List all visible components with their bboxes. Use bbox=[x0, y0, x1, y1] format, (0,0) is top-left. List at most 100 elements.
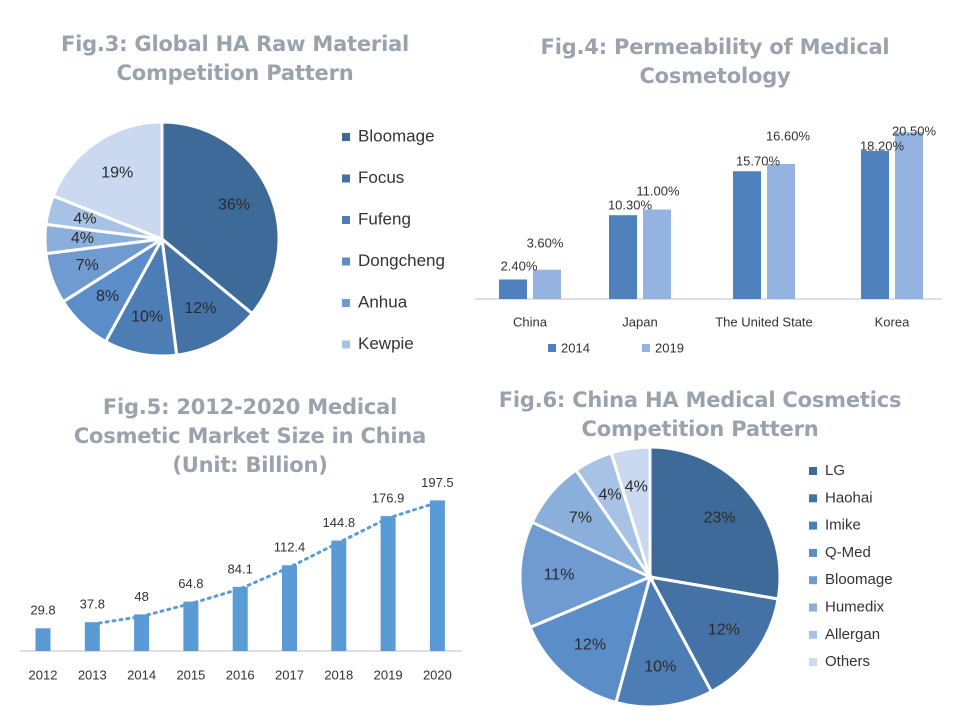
fig3-slice-label-6: 4% bbox=[73, 210, 96, 227]
fig6-legend-swatch-0 bbox=[809, 467, 817, 475]
fig3-slice-7 bbox=[51, 120, 164, 242]
fig5-data-label-4: 84.1 bbox=[228, 561, 253, 576]
fig5-bar-3 bbox=[183, 601, 199, 651]
fig5-title-line1: Fig.5: 2012-2020 Medical bbox=[102, 395, 398, 419]
fig5-data-label-1: 37.8 bbox=[80, 597, 105, 612]
fig6-slice-label-1: 12% bbox=[708, 621, 740, 638]
fig3-legend-label-3: Dongcheng bbox=[358, 251, 445, 270]
fig5-data-label-6: 144.8 bbox=[323, 515, 356, 530]
fig5-data-label-5: 112.4 bbox=[274, 540, 306, 555]
fig5-bar-7 bbox=[380, 516, 396, 651]
fig3-slice-label-2: 10% bbox=[131, 308, 163, 325]
fig5-x-tick-6: 2018 bbox=[324, 667, 353, 682]
fig3-slice-label-4: 7% bbox=[76, 257, 99, 274]
fig3-slice-label-1: 12% bbox=[184, 300, 216, 317]
fig5-title-line3: (Unit: Billion) bbox=[172, 453, 328, 477]
fig6-slice-label-7: 4% bbox=[625, 478, 648, 495]
fig6-legend-label-7: Others bbox=[825, 653, 870, 670]
fig3-legend-label-2: Fufeng bbox=[358, 209, 411, 228]
fig6-slice-label-3: 12% bbox=[574, 637, 606, 654]
fig5-bar-0 bbox=[35, 628, 51, 651]
fig6-slice-3 bbox=[528, 574, 653, 705]
fig6-legend-swatch-7 bbox=[809, 658, 817, 667]
fig6-legend-swatch-6 bbox=[809, 630, 817, 639]
fig6-legend-label-2: Imike bbox=[825, 517, 861, 534]
fig6-legend-label-4: Bloomage bbox=[825, 571, 893, 588]
fig4-bar-2019-2 bbox=[767, 163, 795, 299]
fig3-title-line1: Fig.3: Global HA Raw Material bbox=[60, 32, 410, 56]
fig5-title: Fig.5: 2012-2020 Medical Cosmetic Market… bbox=[40, 393, 460, 480]
fig6-legend-swatch-2 bbox=[809, 521, 817, 530]
fig6-slice-label-0: 23% bbox=[704, 510, 736, 527]
fig5-x-tick-1: 2013 bbox=[78, 667, 107, 682]
fig6-legend-label-0: LG bbox=[825, 462, 845, 479]
fig4-bar-2014-1 bbox=[609, 215, 637, 299]
fig5-bar-4 bbox=[232, 586, 248, 651]
fig4-x-tick-2: The United State bbox=[715, 314, 813, 329]
fig6-slice-2 bbox=[614, 572, 714, 709]
fig3-slice-0 bbox=[160, 120, 281, 316]
fig6-legend-swatch-3 bbox=[809, 548, 817, 557]
fig5-x-tick-7: 2019 bbox=[374, 667, 403, 682]
fig3-legend-label-5: Kewpie bbox=[358, 334, 414, 353]
fig4-title-line2: Cosmetology bbox=[639, 64, 791, 88]
fig3-legend-swatch-4 bbox=[342, 299, 350, 307]
fig6-slice-0 bbox=[648, 445, 782, 601]
fig5-data-label-8: 197.5 bbox=[421, 475, 454, 490]
fig5-data-label-0: 29.8 bbox=[30, 603, 55, 618]
fig6-slice-1 bbox=[647, 575, 780, 694]
fig6-legend-label-6: Allergan bbox=[825, 626, 880, 643]
fig5-bar-5 bbox=[282, 565, 297, 651]
fig4-bar-2014-2 bbox=[733, 171, 761, 299]
fig5-bar-1 bbox=[84, 622, 100, 651]
fig5-title-line2: Cosmetic Market Size in China bbox=[73, 424, 427, 448]
fig4-data-label-2019-1: 11.00% bbox=[636, 183, 680, 198]
fig5-data-label-3: 64.8 bbox=[178, 576, 203, 591]
fig3-legend-swatch-0 bbox=[342, 133, 350, 141]
fig3-legend-label-4: Anhua bbox=[358, 292, 408, 311]
fig3-slice-label-7: 19% bbox=[101, 164, 133, 181]
fig6-legend-swatch-4 bbox=[809, 576, 817, 585]
fig4-data-label-2014-2: 15.70% bbox=[736, 153, 781, 168]
fig5-trendline bbox=[90, 500, 439, 626]
fig4-legend-swatch-1 bbox=[642, 344, 650, 352]
fig4-legend-label-1: 2019 bbox=[655, 340, 684, 355]
fig3-slice-label-3: 8% bbox=[96, 288, 119, 305]
fig3-legend-swatch-3 bbox=[342, 257, 350, 266]
fig6-legend-swatch-5 bbox=[809, 603, 817, 612]
fig5-x-tick-3: 2015 bbox=[176, 667, 205, 682]
fig5-data-label-2: 48 bbox=[134, 589, 148, 604]
fig6-legend-label-3: Q-Med bbox=[825, 544, 871, 561]
fig6-legend-label-5: Humedix bbox=[825, 598, 885, 615]
fig4-data-label-2014-3: 18.20% bbox=[860, 138, 905, 153]
fig4-legend-swatch-0 bbox=[548, 344, 556, 352]
fig3-legend-label-1: Focus bbox=[358, 168, 404, 187]
fig6-legend-swatch-1 bbox=[809, 494, 817, 503]
fig3-title-line2: Competition Pattern bbox=[116, 61, 354, 85]
fig4-x-tick-0: China bbox=[513, 314, 548, 329]
fig6-slice-label-5: 7% bbox=[569, 510, 592, 527]
fig4-data-label-2019-3: 20.50% bbox=[892, 123, 937, 138]
fig6-slice-label-4: 11% bbox=[544, 566, 575, 583]
fig4-data-label-2019-2: 16.60% bbox=[766, 128, 811, 143]
fig3-legend-swatch-5 bbox=[342, 340, 350, 349]
fig6-slice-label-6: 4% bbox=[599, 486, 622, 503]
fig6-title-line1: Fig.6: China HA Medical Cosmetics bbox=[498, 388, 902, 412]
fig6-legend-label-1: Haohai bbox=[825, 489, 873, 506]
fig4-title-line1: Fig.4: Permeability of Medical bbox=[540, 35, 890, 59]
fig4-data-label-2014-1: 10.30% bbox=[608, 197, 653, 212]
fig4-data-label-2019-0: 3.60% bbox=[527, 235, 564, 250]
fig5-data-label-7: 176.9 bbox=[372, 491, 405, 506]
fig4-title: Fig.4: Permeability of Medical Cosmetolo… bbox=[500, 33, 930, 91]
fig3-legend-swatch-2 bbox=[342, 216, 350, 224]
fig5-x-tick-5: 2017 bbox=[275, 667, 304, 682]
fig4-legend-label-0: 2014 bbox=[561, 340, 590, 355]
fig4-bar-2019-1 bbox=[643, 209, 671, 299]
fig4-data-label-2014-0: 2.40% bbox=[501, 258, 538, 273]
fig5-x-tick-8: 2020 bbox=[423, 667, 452, 682]
fig3-title: Fig.3: Global HA Raw Material Competitio… bbox=[40, 30, 430, 88]
fig6-title: Fig.6: China HA Medical Cosmetics Compet… bbox=[490, 386, 910, 444]
fig4-x-tick-1: Japan bbox=[622, 314, 657, 329]
fig3-slice-1 bbox=[160, 235, 255, 357]
